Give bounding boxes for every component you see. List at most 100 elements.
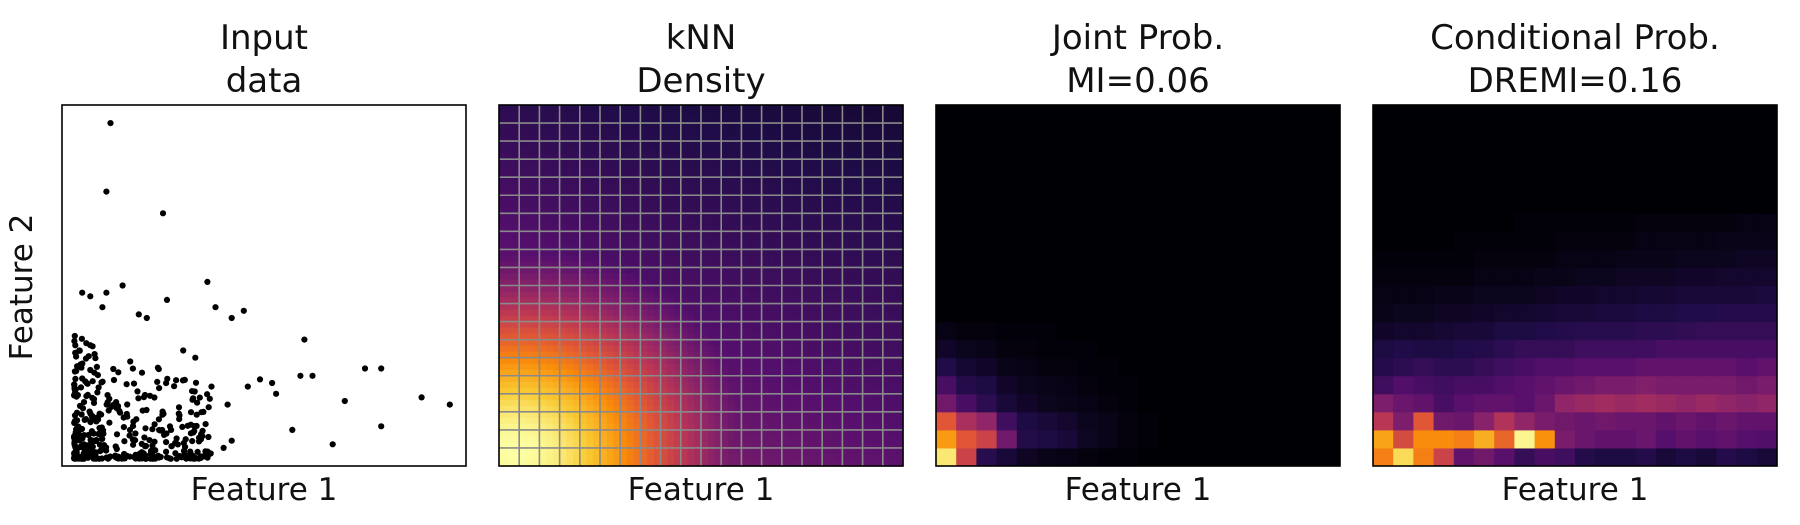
density-cell — [653, 369, 662, 377]
joint-prob-cell — [1198, 195, 1220, 214]
scatter-point — [95, 384, 102, 391]
density-cell — [566, 219, 574, 226]
density-cell — [552, 345, 561, 353]
density-cell — [707, 267, 716, 275]
density-cell — [674, 105, 682, 112]
density-cell — [552, 429, 561, 437]
density-cell — [869, 357, 877, 365]
density-cell — [660, 291, 668, 299]
joint-prob-cell — [956, 357, 977, 377]
density-cell — [626, 243, 635, 250]
density-cell — [721, 369, 729, 377]
density-cell — [876, 147, 884, 154]
density-cell — [869, 291, 877, 299]
conditional-prob-cell — [1615, 177, 1637, 196]
conditional-prob-cell — [1413, 303, 1435, 323]
density-cell — [721, 303, 729, 311]
density-cell — [579, 381, 588, 389]
density-cell — [707, 447, 716, 455]
density-cell — [849, 189, 857, 196]
density-cell — [532, 201, 540, 208]
conditional-prob-cell — [1433, 321, 1455, 341]
density-cell — [539, 345, 547, 353]
density-cell — [828, 225, 837, 232]
density-cell — [808, 411, 817, 419]
joint-prob-cell — [976, 339, 998, 359]
density-cell — [734, 285, 742, 293]
scatter-point — [199, 433, 206, 440]
density-cell — [653, 147, 662, 154]
density-cell — [721, 237, 729, 244]
density-cell — [525, 309, 534, 317]
density-cell — [660, 273, 668, 281]
density-cell — [721, 273, 729, 281]
density-cell — [512, 225, 520, 232]
density-cell — [795, 135, 803, 142]
joint-prob-cell — [1218, 159, 1240, 178]
density-cell — [896, 207, 904, 214]
joint-prob-cell — [1259, 213, 1280, 232]
density-cell — [680, 381, 689, 389]
density-cell — [667, 399, 675, 407]
joint-prob-cell — [956, 375, 977, 395]
joint-prob-cell — [996, 357, 1018, 377]
joint-prob-cell — [1299, 393, 1321, 413]
density-cell — [768, 369, 776, 377]
density-cell — [842, 279, 850, 287]
density-cell — [707, 393, 716, 401]
joint-prob-cell — [1158, 159, 1179, 178]
density-cell — [674, 147, 682, 154]
joint-prob-cell — [1198, 177, 1220, 196]
density-cell — [499, 135, 507, 142]
conditional-prob-cell — [1716, 321, 1738, 341]
conditional-prob-cell — [1494, 123, 1515, 142]
density-cell — [734, 201, 742, 208]
density-cell — [701, 105, 709, 112]
density-cell — [633, 369, 641, 377]
density-cell — [876, 231, 884, 238]
conditional-prob-cell — [1635, 105, 1657, 124]
density-cell — [667, 387, 675, 395]
density-cell — [761, 135, 769, 142]
density-cell — [721, 153, 729, 160]
density-cell — [721, 345, 729, 353]
density-cell — [842, 339, 850, 347]
conditional-prob-cell — [1736, 195, 1758, 214]
density-cell — [727, 417, 736, 425]
density-cell — [714, 315, 722, 323]
density-cell — [640, 189, 648, 196]
density-cell — [647, 129, 655, 136]
joint-prob-cell — [1037, 213, 1058, 232]
density-cell — [727, 411, 736, 419]
density-cell — [828, 423, 837, 431]
density-cell — [701, 123, 709, 130]
density-cell — [552, 231, 561, 238]
conditional-prob-cell — [1716, 339, 1738, 359]
conditional-prob-cell — [1534, 321, 1556, 341]
density-cell — [835, 309, 843, 317]
density-cell — [499, 153, 507, 160]
density-cell — [896, 171, 904, 178]
density-cell — [754, 195, 763, 202]
density-cell — [795, 231, 803, 238]
density-cell — [653, 195, 662, 202]
density-cell — [626, 309, 635, 317]
density-cell — [889, 267, 897, 275]
density-cell — [727, 195, 736, 202]
density-cell — [579, 357, 588, 365]
scatter-point — [79, 289, 86, 296]
density-cell — [808, 327, 817, 335]
conditional-prob-cell — [1696, 393, 1717, 413]
density-cell — [876, 237, 884, 244]
density-cell — [660, 393, 668, 401]
density-cell — [620, 405, 628, 413]
density-cell — [532, 105, 540, 112]
density-cell — [593, 423, 601, 431]
joint-prob-cell — [1016, 339, 1038, 359]
density-cell — [727, 153, 736, 160]
density-cell — [761, 249, 769, 257]
density-cell — [802, 381, 810, 389]
density-cell — [741, 321, 749, 329]
density-cell — [869, 225, 877, 232]
density-cell — [525, 375, 534, 383]
